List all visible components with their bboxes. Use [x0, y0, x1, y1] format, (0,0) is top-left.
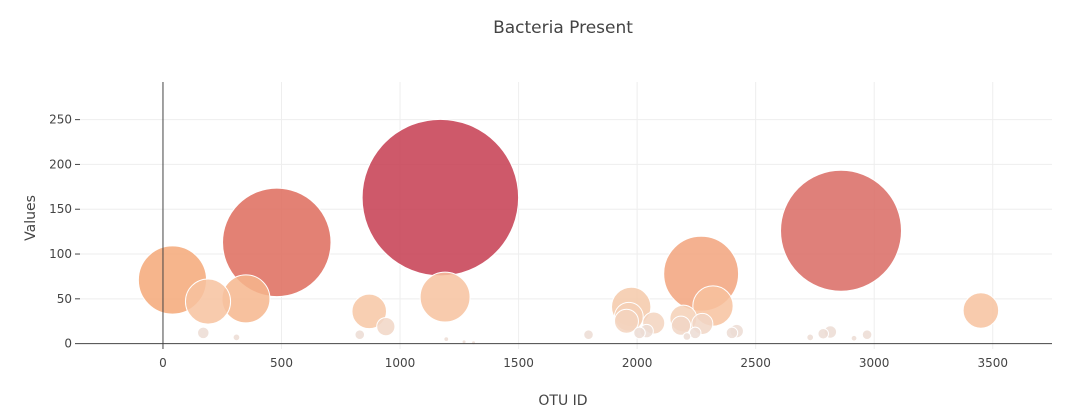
x-axis-label: OTU ID — [538, 393, 587, 409]
bubble-point[interactable] — [471, 340, 477, 346]
bubble-point[interactable] — [351, 293, 388, 330]
bubble-point[interactable] — [613, 308, 639, 334]
x-tick-label: 500 — [270, 356, 293, 370]
bubble-point[interactable] — [725, 326, 739, 340]
bubble-point[interactable] — [817, 327, 830, 340]
bubble-point[interactable] — [361, 118, 520, 277]
bubble-point[interactable] — [861, 329, 873, 340]
bubble-point[interactable] — [443, 336, 450, 343]
y-tick-label: 250 — [49, 113, 72, 127]
bubble-point[interactable] — [962, 292, 1000, 329]
y-axis-label: Values — [23, 195, 39, 241]
y-tick-label: 0 — [64, 337, 72, 351]
x-tick-label: 3500 — [977, 356, 1008, 370]
x-tick-label: 1500 — [503, 356, 534, 370]
bubble-point[interactable] — [850, 334, 858, 342]
y-tick-label: 200 — [49, 157, 72, 171]
bubble-point[interactable] — [232, 333, 241, 342]
x-tick-label: 2000 — [622, 356, 653, 370]
bubble-point[interactable] — [376, 316, 396, 337]
y-tick-label: 100 — [49, 247, 72, 261]
chart-title: Bacteria Present — [493, 18, 633, 38]
bubble-point[interactable] — [184, 278, 232, 325]
bubble-point[interactable] — [197, 326, 210, 340]
y-tick-label: 50 — [57, 292, 72, 306]
bubble-point[interactable] — [419, 271, 471, 323]
bubble-point[interactable] — [688, 326, 702, 340]
bubble-point[interactable] — [354, 329, 366, 340]
x-tick-label: 3000 — [859, 356, 890, 370]
bubble-point[interactable] — [583, 329, 594, 340]
x-tick-label: 1000 — [385, 356, 416, 370]
bubble-point[interactable] — [780, 169, 902, 292]
x-tick-label: 2500 — [740, 356, 771, 370]
bubble-point[interactable] — [670, 315, 692, 336]
bubble-point[interactable] — [682, 332, 692, 341]
bubble-point[interactable] — [633, 326, 646, 340]
bubble-layer — [137, 118, 1000, 346]
y-tick-label: 150 — [49, 202, 72, 216]
bubble-point[interactable] — [806, 333, 815, 342]
x-tick-label: 0 — [159, 356, 167, 370]
axis-layer — [80, 82, 1052, 349]
bubble-point[interactable] — [222, 187, 332, 298]
